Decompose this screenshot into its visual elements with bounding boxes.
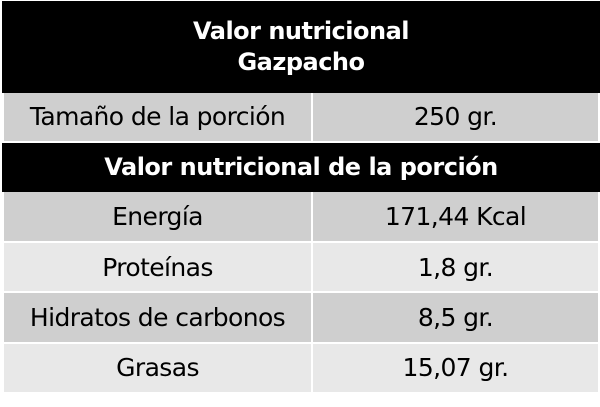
section-header-row: Valor nutricional de la porción: [2, 141, 600, 193]
nutrient-value-protein: 1,8 gr.: [311, 240, 600, 294]
section-header: Valor nutricional de la porción: [2, 141, 600, 193]
nutrient-label-energy: Energía: [2, 190, 313, 243]
nutrient-value-fat: 15,07 gr.: [311, 341, 600, 395]
table-title: Valor nutricional Gazpacho: [2, 1, 600, 93]
table-row: Proteínas 1,8 gr.: [2, 240, 600, 294]
nutrient-label-protein: Proteínas: [2, 240, 313, 294]
nutrient-value-energy: 171,44 Kcal: [311, 190, 600, 243]
title-line-1: Valor nutricional: [192, 16, 410, 45]
title-row: Valor nutricional Gazpacho: [2, 1, 600, 93]
table-row: Grasas 15,07 gr.: [2, 341, 600, 395]
title-line-2: Gazpacho: [237, 47, 365, 76]
table-row: Energía 171,44 Kcal: [2, 190, 600, 243]
serving-row: Tamaño de la porción 250 gr.: [2, 90, 600, 144]
serving-label: Tamaño de la porción: [2, 90, 313, 144]
nutrient-label-fat: Grasas: [2, 341, 313, 395]
table-row: Hidratos de carbonos 8,5 gr.: [2, 291, 600, 344]
serving-value: 250 gr.: [311, 90, 600, 144]
nutrient-label-carbs: Hidratos de carbonos: [2, 291, 313, 344]
nutrition-table: Valor nutricional Gazpacho Tamaño de la …: [2, 1, 600, 395]
nutrient-value-carbs: 8,5 gr.: [311, 291, 600, 344]
